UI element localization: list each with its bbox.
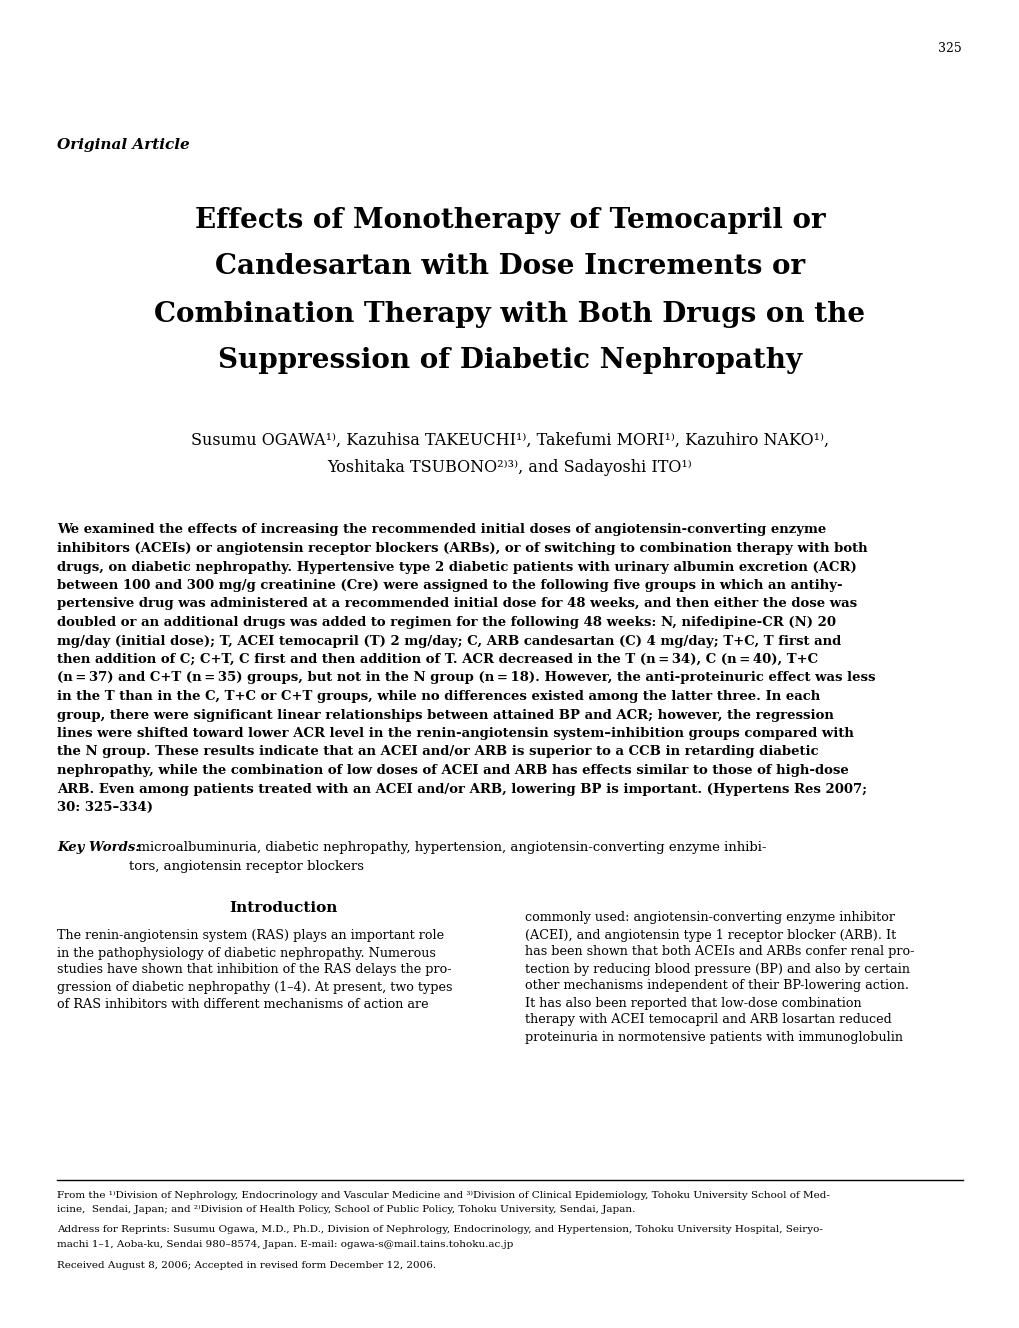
Text: The renin-angiotensin system (RAS) plays an important role: The renin-angiotensin system (RAS) plays…	[57, 930, 443, 943]
Text: Address for Reprints: Susumu Ogawa, M.D., Ph.D., Division of Nephrology, Endocri: Address for Reprints: Susumu Ogawa, M.D.…	[57, 1226, 822, 1235]
Text: (n = 37) and C+T (n = 35) groups, but not in the N group (n = 18). However, the : (n = 37) and C+T (n = 35) groups, but no…	[57, 672, 874, 684]
Text: Original Article: Original Article	[57, 138, 190, 151]
Text: pertensive drug was administered at a recommended initial dose for 48 weeks, and: pertensive drug was administered at a re…	[57, 598, 856, 611]
Text: between 100 and 300 mg/g creatinine (Cre) were assigned to the following five gr: between 100 and 300 mg/g creatinine (Cre…	[57, 579, 842, 592]
Text: Yoshitaka TSUBONO²⁾³⁾, and Sadayoshi ITO¹⁾: Yoshitaka TSUBONO²⁾³⁾, and Sadayoshi ITO…	[327, 459, 692, 477]
Text: other mechanisms independent of their BP-lowering action.: other mechanisms independent of their BP…	[525, 980, 908, 992]
Text: doubled or an additional drugs was added to regimen for the following 48 weeks: : doubled or an additional drugs was added…	[57, 616, 836, 629]
Text: therapy with ACEI temocapril and ARB losartan reduced: therapy with ACEI temocapril and ARB los…	[525, 1013, 891, 1027]
Text: icine,  Sendai, Japan; and ²⁾Division of Health Policy, School of Public Policy,: icine, Sendai, Japan; and ²⁾Division of …	[57, 1204, 635, 1214]
Text: microalbuminuria, diabetic nephropathy, hypertension, angiotensin-converting enz: microalbuminuria, diabetic nephropathy, …	[128, 842, 765, 854]
Text: It has also been reported that low-dose combination: It has also been reported that low-dose …	[525, 996, 861, 1009]
Text: then addition of C; C+T, C first and then addition of T. ACR decreased in the T : then addition of C; C+T, C first and the…	[57, 653, 817, 667]
Text: ARB. Even among patients treated with an ACEI and/or ARB, lowering BP is importa: ARB. Even among patients treated with an…	[57, 782, 866, 795]
Text: studies have shown that inhibition of the RAS delays the pro-: studies have shown that inhibition of th…	[57, 964, 451, 976]
Text: Susumu OGAWA¹⁾, Kazuhisa TAKEUCHI¹⁾, Takefumi MORI¹⁾, Kazuhiro NAKO¹⁾,: Susumu OGAWA¹⁾, Kazuhisa TAKEUCHI¹⁾, Tak…	[191, 432, 828, 449]
Text: has been shown that both ACEIs and ARBs confer renal pro-: has been shown that both ACEIs and ARBs …	[525, 946, 913, 959]
Text: group, there were significant linear relationships between attained BP and ACR; : group, there were significant linear rel…	[57, 709, 834, 721]
Text: 325: 325	[937, 41, 961, 54]
Text: nephropathy, while the combination of low doses of ACEI and ARB has effects simi: nephropathy, while the combination of lo…	[57, 764, 848, 777]
Text: machi 1–1, Aoba-ku, Sendai 980–8574, Japan. E-mail: ogawa-s@mail.tains.tohoku.ac: machi 1–1, Aoba-ku, Sendai 980–8574, Jap…	[57, 1240, 513, 1250]
Text: Combination Therapy with Both Drugs on the: Combination Therapy with Both Drugs on t…	[154, 300, 865, 328]
Text: Suppression of Diabetic Nephropathy: Suppression of Diabetic Nephropathy	[218, 348, 801, 374]
Text: mg/day (initial dose); T, ACEI temocapril (T) 2 mg/day; C, ARB candesartan (C) 4: mg/day (initial dose); T, ACEI temocapri…	[57, 635, 841, 648]
Text: Key Words:: Key Words:	[57, 842, 141, 854]
Text: in the pathophysiology of diabetic nephropathy. Numerous: in the pathophysiology of diabetic nephr…	[57, 947, 435, 960]
Text: tors, angiotensin receptor blockers: tors, angiotensin receptor blockers	[128, 861, 364, 872]
Text: gression of diabetic nephropathy (1–4). At present, two types: gression of diabetic nephropathy (1–4). …	[57, 980, 452, 993]
Text: 30: 325–334): 30: 325–334)	[57, 801, 153, 814]
Text: Introduction: Introduction	[229, 900, 337, 915]
Text: tection by reducing blood pressure (BP) and also by certain: tection by reducing blood pressure (BP) …	[525, 963, 909, 976]
Text: commonly used: angiotensin-converting enzyme inhibitor: commonly used: angiotensin-converting en…	[525, 911, 894, 924]
Text: proteinuria in normotensive patients with immunoglobulin: proteinuria in normotensive patients wit…	[525, 1031, 902, 1044]
Text: in the T than in the C, T+C or C+T groups, while no differences existed among th: in the T than in the C, T+C or C+T group…	[57, 691, 819, 703]
Text: lines were shifted toward lower ACR level in the renin-angiotensin system–inhibi: lines were shifted toward lower ACR leve…	[57, 726, 853, 740]
Text: inhibitors (ACEIs) or angiotensin receptor blockers (ARBs), or of switching to c: inhibitors (ACEIs) or angiotensin recept…	[57, 542, 867, 555]
Text: We examined the effects of increasing the recommended initial doses of angiotens: We examined the effects of increasing th…	[57, 523, 825, 537]
Text: (ACEI), and angiotensin type 1 receptor blocker (ARB). It: (ACEI), and angiotensin type 1 receptor …	[525, 928, 896, 942]
Text: drugs, on diabetic nephropathy. Hypertensive type 2 diabetic patients with urina: drugs, on diabetic nephropathy. Hyperten…	[57, 560, 856, 574]
Text: the N group. These results indicate that an ACEI and/or ARB is superior to a CCB: the N group. These results indicate that…	[57, 745, 818, 758]
Text: of RAS inhibitors with different mechanisms of action are: of RAS inhibitors with different mechani…	[57, 997, 428, 1011]
Text: Received August 8, 2006; Accepted in revised form December 12, 2006.: Received August 8, 2006; Accepted in rev…	[57, 1260, 436, 1270]
Text: Effects of Monotherapy of Temocapril or: Effects of Monotherapy of Temocapril or	[195, 206, 824, 234]
Text: Candesartan with Dose Increments or: Candesartan with Dose Increments or	[215, 254, 804, 280]
Text: From the ¹⁾Division of Nephrology, Endocrinology and Vascular Medicine and ³⁾Div: From the ¹⁾Division of Nephrology, Endoc…	[57, 1190, 829, 1199]
